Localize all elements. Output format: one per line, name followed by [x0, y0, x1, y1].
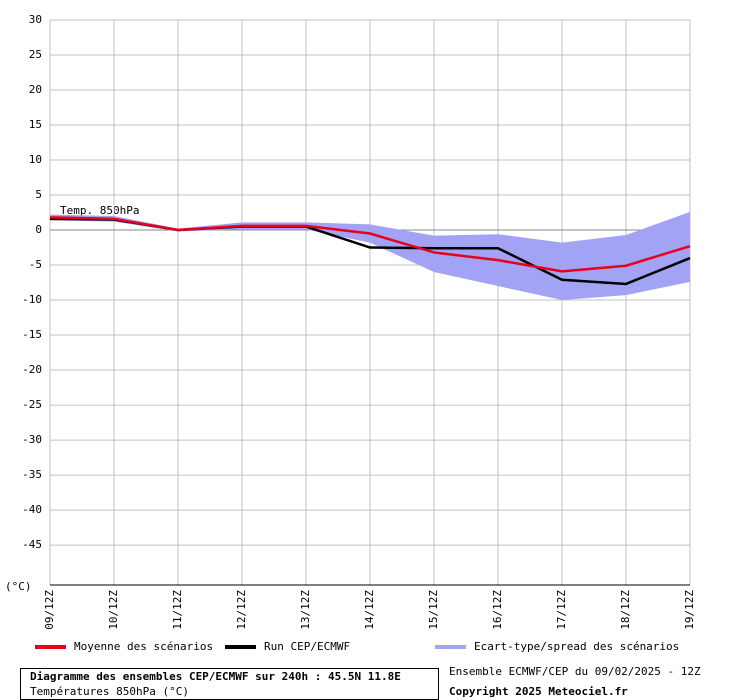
y-tick-label: -5 — [29, 258, 42, 271]
chart-subtitle: Températures 850hPa (°C) — [30, 685, 189, 698]
x-tick-label: 13/12Z — [299, 590, 312, 630]
y-tick-label: -10 — [22, 293, 42, 306]
y-tick-label: -35 — [22, 468, 42, 481]
y-tick-label: -45 — [22, 538, 42, 551]
y-tick-label: -15 — [22, 328, 42, 341]
y-tick-label: 10 — [29, 153, 42, 166]
series-line — [49, 216, 691, 273]
legend-label: Ecart-type/spread des scénarios — [474, 640, 679, 653]
y-axis-label: (°C) — [5, 580, 32, 593]
y-tick-label: 0 — [35, 223, 42, 236]
run-info: Ensemble ECMWF/CEP du 09/02/2025 - 12Z — [449, 665, 701, 678]
y-tick-label: -20 — [22, 363, 42, 376]
x-tick-label: 14/12Z — [363, 590, 376, 630]
y-tick-label: 30 — [29, 13, 42, 26]
y-tick-label: -25 — [22, 398, 42, 411]
legend-label: Run CEP/ECMWF — [264, 640, 350, 653]
x-tick-label: 17/12Z — [555, 590, 568, 630]
y-tick-label: -40 — [22, 503, 42, 516]
annotation: Temp. 850hPa — [60, 204, 139, 217]
x-tick-label: 12/12Z — [235, 590, 248, 630]
legend-label: Moyenne des scénarios — [74, 640, 213, 653]
x-tick-label: 15/12Z — [427, 590, 440, 630]
y-tick-label: 15 — [29, 118, 42, 131]
x-tick-label: 18/12Z — [619, 590, 632, 630]
y-tick-label: 5 — [35, 188, 42, 201]
x-tick-label: 11/12Z — [171, 590, 184, 630]
x-tick-label: 16/12Z — [491, 590, 504, 630]
spread-area — [50, 211, 690, 301]
x-tick-label: 09/12Z — [43, 590, 56, 630]
y-tick-label: 20 — [29, 83, 42, 96]
copyright: Copyright 2025 Meteociel.fr — [449, 685, 628, 698]
chart-title: Diagramme des ensembles CEP/ECMWF sur 24… — [30, 670, 401, 683]
y-tick-label: 25 — [29, 48, 42, 61]
y-tick-label: -30 — [22, 433, 42, 446]
x-tick-label: 10/12Z — [107, 590, 120, 630]
x-tick-label: 19/12Z — [683, 590, 696, 630]
